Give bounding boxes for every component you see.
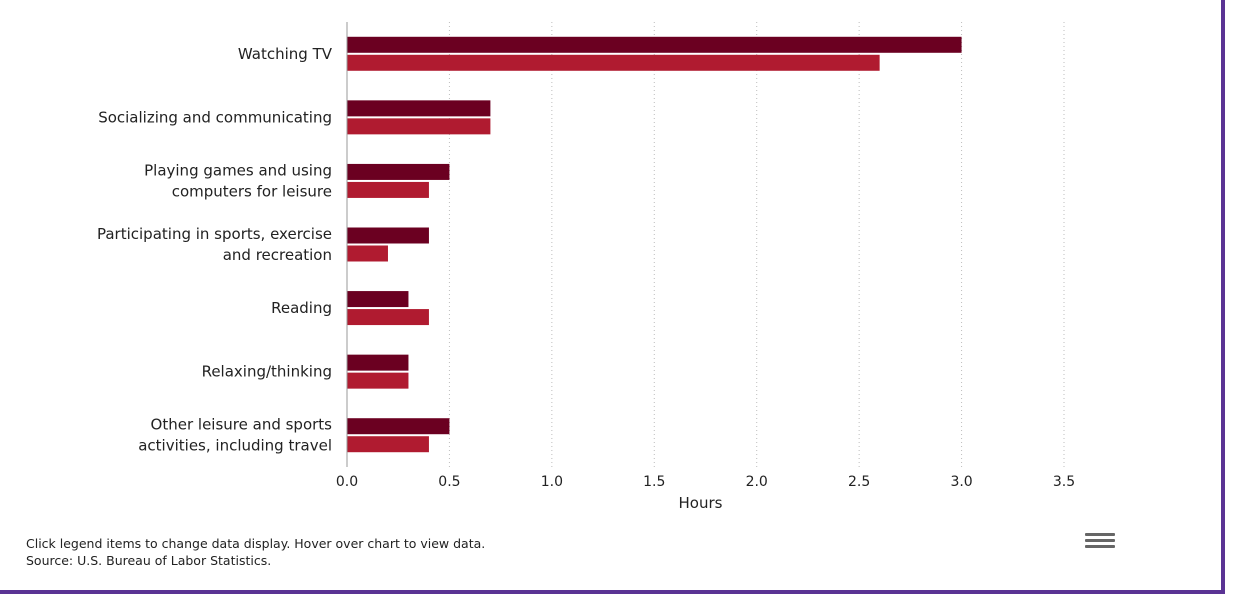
bar-series-2-category-6[interactable] — [347, 372, 409, 389]
hamburger-menu-icon[interactable] — [1082, 530, 1118, 550]
bar-series-1-category-7[interactable] — [347, 418, 450, 435]
gridlines — [448, 22, 1065, 467]
footer-note: Click legend items to change data displa… — [26, 536, 486, 551]
x-tick-label: 1.5 — [643, 474, 665, 490]
x-tick-label: 0.5 — [438, 474, 460, 490]
category-label: Relaxing/thinking — [202, 363, 332, 381]
category-label: Watching TV — [238, 45, 333, 63]
bar-series-1-category-3[interactable] — [347, 163, 450, 180]
bar-series-2-category-3[interactable] — [347, 181, 429, 198]
x-tick-label: 1.0 — [541, 474, 563, 490]
bar-series-1-category-4[interactable] — [347, 227, 429, 244]
category-label: and recreation — [223, 246, 332, 264]
frame-border-right — [1221, 0, 1225, 594]
bar-series-1-category-5[interactable] — [347, 291, 409, 308]
category-label: Participating in sports, exercise — [97, 225, 332, 243]
x-tick-label: 2.5 — [848, 474, 870, 490]
x-axis-title: Hours — [679, 494, 723, 512]
category-label: Other leisure and sports — [151, 416, 333, 434]
footer-source: Source: U.S. Bureau of Labor Statistics. — [26, 553, 272, 568]
bar-series-1-category-6[interactable] — [347, 354, 409, 371]
category-label: activities, including travel — [138, 437, 332, 455]
bars — [347, 36, 962, 453]
bar-series-2-category-2[interactable] — [347, 118, 491, 135]
x-tick-label: 3.0 — [950, 474, 972, 490]
x-tick-labels: 0.0 0.5 1.0 1.5 2.0 2.5 3.0 3.5 — [336, 474, 1075, 490]
bar-series-1-category-1[interactable] — [347, 36, 962, 53]
bar-chart[interactable]: Watching TV Socializing and communicating… — [0, 0, 1220, 530]
category-label: Reading — [271, 299, 332, 317]
category-label: Playing games and using — [144, 161, 332, 179]
category-label: Socializing and communicating — [98, 108, 332, 126]
x-tick-label: 2.0 — [746, 474, 768, 490]
bar-series-2-category-4[interactable] — [347, 245, 388, 262]
category-labels: Watching TV Socializing and communicating… — [97, 45, 333, 455]
bar-series-2-category-7[interactable] — [347, 436, 429, 453]
chart-footer: Click legend items to change data displa… — [26, 535, 485, 569]
category-label: computers for leisure — [172, 182, 332, 200]
x-tick-label: 0.0 — [336, 474, 358, 490]
frame-border-bottom — [0, 590, 1225, 594]
bar-series-1-category-2[interactable] — [347, 100, 491, 117]
bar-series-2-category-1[interactable] — [347, 54, 880, 71]
x-tick-label: 3.5 — [1053, 474, 1075, 490]
bar-series-2-category-5[interactable] — [347, 309, 429, 326]
